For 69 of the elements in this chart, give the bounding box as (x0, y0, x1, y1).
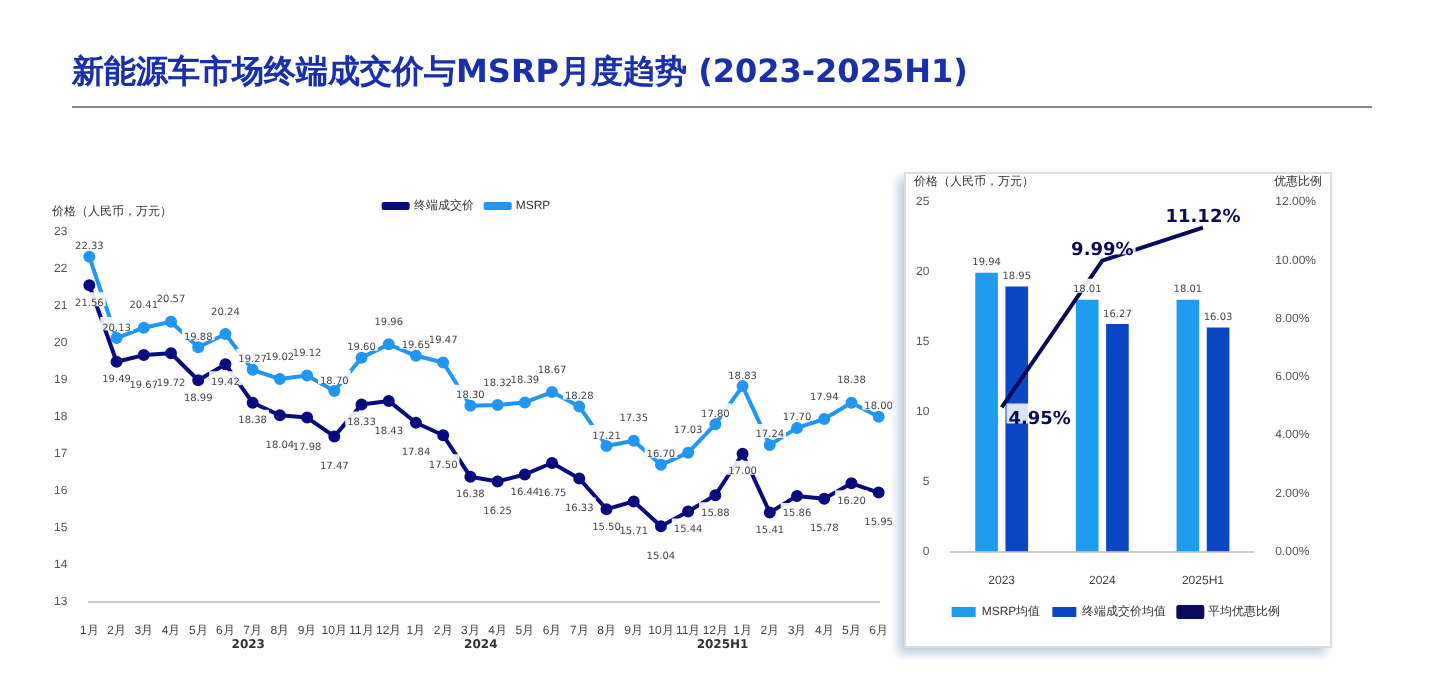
point (682, 446, 695, 459)
point (165, 347, 177, 360)
point (791, 421, 804, 434)
point (409, 349, 422, 362)
chart-title: 新能源车市场终端成交价与MSRP月度趋势 (2023-2025H1) (72, 52, 1372, 108)
point (627, 434, 640, 447)
point (682, 505, 695, 518)
point (845, 396, 858, 409)
point (709, 418, 722, 431)
point (328, 384, 341, 397)
point (301, 411, 314, 424)
point (137, 349, 150, 362)
point (491, 398, 504, 411)
point (818, 413, 831, 426)
point (546, 457, 559, 469)
bar (975, 272, 998, 552)
point (600, 440, 613, 452)
point (573, 400, 586, 413)
point (437, 429, 450, 442)
point (464, 399, 477, 412)
point (192, 374, 205, 387)
point (382, 394, 395, 407)
point (273, 409, 286, 422)
point (872, 410, 885, 423)
point (736, 380, 749, 393)
point (437, 356, 450, 369)
point (192, 341, 205, 354)
bar (1176, 299, 1200, 552)
point (518, 396, 531, 409)
point (83, 279, 96, 292)
point (137, 321, 150, 334)
point (301, 369, 314, 382)
point (409, 416, 422, 429)
bar (1106, 324, 1129, 552)
point (355, 398, 368, 411)
point (818, 492, 831, 505)
point (110, 332, 123, 345)
point (246, 363, 259, 376)
bar (1075, 299, 1099, 552)
point (518, 468, 531, 481)
point (355, 351, 368, 364)
point (165, 315, 177, 328)
point (845, 477, 858, 490)
point (654, 458, 667, 471)
point (573, 472, 586, 485)
point (464, 470, 477, 483)
point (546, 386, 559, 399)
point (627, 495, 640, 508)
point (709, 489, 722, 502)
point (736, 447, 749, 460)
bar (1206, 327, 1230, 552)
point (763, 506, 776, 519)
point (273, 373, 286, 386)
point (382, 338, 395, 351)
data-label: 4.95% (1008, 410, 1071, 431)
point (654, 520, 667, 533)
point (763, 438, 776, 451)
point (491, 475, 504, 488)
point (219, 328, 232, 341)
point (110, 355, 123, 368)
point (83, 250, 96, 263)
point (328, 430, 341, 443)
point (872, 486, 885, 499)
point (600, 503, 613, 516)
point (246, 396, 259, 409)
data-label: 9.99% (1071, 241, 1134, 262)
data-label: 11.12% (1165, 208, 1241, 229)
point (219, 358, 232, 371)
point (791, 489, 804, 502)
